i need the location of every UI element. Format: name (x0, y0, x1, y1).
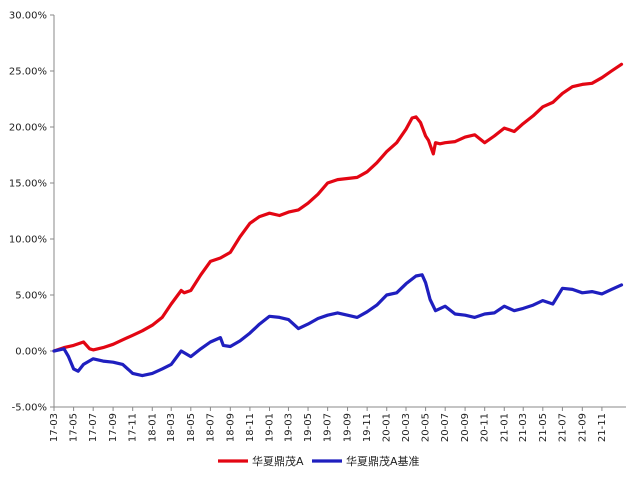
series-line-1 (52, 62, 624, 353)
x-tick-label: 21-11 (597, 413, 608, 442)
y-tick-label: 0.00% (15, 347, 47, 358)
x-tick-label: 17-11 (128, 413, 139, 442)
x-tick-label: 19-07 (323, 413, 334, 442)
x-tick-label: 21-07 (557, 413, 568, 442)
x-tick-label: 17-03 (49, 413, 60, 442)
x-tick-label: 18-11 (245, 413, 256, 442)
x-tick-label: 20-09 (460, 413, 471, 442)
x-tick-label: 17-09 (108, 413, 119, 442)
x-tick-label: 20-03 (401, 413, 412, 442)
x-tick-label: 17-05 (69, 413, 80, 442)
x-tick-label: 18-05 (186, 413, 197, 442)
x-tick-label: 21-05 (538, 413, 549, 442)
x-tick-label: 19-01 (265, 413, 276, 442)
x-tick-label: 19-03 (283, 413, 294, 442)
series-line-2 (52, 273, 624, 378)
legend-label-2: 华夏鼎茂A基准 (346, 454, 420, 468)
y-tick-label: -5.00% (12, 403, 47, 414)
y-tick-label: 10.00% (9, 235, 47, 246)
x-tick-label: 21-03 (518, 413, 529, 442)
x-tick-label: 20-05 (421, 413, 432, 442)
x-tick-label: 18-01 (147, 413, 158, 442)
y-tick-label: 20.00% (9, 123, 47, 134)
x-tick-label: 18-03 (166, 413, 177, 442)
x-tick-label: 18-07 (205, 413, 216, 442)
y-tick-label: 25.00% (9, 67, 47, 78)
legend-label-1: 华夏鼎茂A (252, 454, 304, 468)
x-tick-label: 20-07 (440, 413, 451, 442)
y-tick-label: 30.00% (9, 11, 47, 22)
x-tick-label: 21-01 (499, 413, 510, 442)
x-tick-label: 20-01 (382, 413, 393, 442)
x-tick-label: 19-11 (362, 413, 373, 442)
x-tick-label: 18-09 (225, 413, 236, 442)
x-tick-label: 17-07 (88, 413, 99, 442)
x-tick-label: 20-11 (480, 413, 491, 442)
x-tick-label: 19-09 (343, 413, 354, 442)
x-tick-label: 21-09 (577, 413, 588, 442)
y-tick-label: 5.00% (15, 291, 47, 302)
y-tick-label: 15.00% (9, 179, 47, 190)
x-tick-label: 19-05 (303, 413, 314, 442)
